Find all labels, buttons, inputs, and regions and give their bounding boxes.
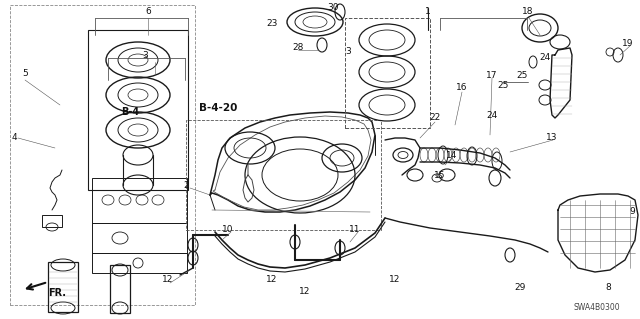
Text: B-4-20: B-4-20 (199, 103, 237, 113)
Text: 19: 19 (622, 39, 634, 48)
Text: 6: 6 (145, 8, 151, 17)
Text: 16: 16 (456, 84, 468, 93)
Bar (92, 253, 187, 273)
Text: 10: 10 (222, 226, 234, 234)
Bar (110, 265, 130, 313)
Bar (92, 178, 187, 223)
Text: 1: 1 (425, 8, 431, 17)
Text: 4: 4 (11, 133, 17, 143)
Bar (345, 18, 430, 128)
Text: 17: 17 (486, 70, 498, 79)
Text: SWA4B0300: SWA4B0300 (573, 303, 620, 313)
Text: 12: 12 (389, 276, 401, 285)
Text: 15: 15 (435, 170, 445, 180)
Text: 3: 3 (345, 48, 351, 56)
Text: 12: 12 (266, 275, 278, 284)
Text: 8: 8 (605, 284, 611, 293)
Text: FR.: FR. (48, 288, 66, 298)
Text: 12: 12 (163, 276, 173, 285)
Text: 13: 13 (547, 132, 557, 142)
Text: 18: 18 (522, 8, 534, 17)
Text: 29: 29 (515, 284, 525, 293)
Bar (88, 30, 188, 190)
Bar (186, 120, 381, 230)
Text: 2: 2 (183, 181, 189, 189)
Bar (92, 223, 187, 253)
Text: B-4: B-4 (121, 107, 139, 117)
Text: 3: 3 (142, 50, 148, 60)
Text: 5: 5 (22, 69, 28, 78)
Text: 24: 24 (486, 110, 498, 120)
Text: 25: 25 (516, 71, 528, 80)
Text: 25: 25 (497, 80, 509, 90)
Text: 12: 12 (300, 287, 310, 296)
Bar (48, 262, 78, 312)
Text: 23: 23 (266, 19, 278, 28)
Bar (42, 215, 62, 227)
Text: 30: 30 (327, 4, 339, 12)
Bar (10, 5, 195, 305)
Text: 14: 14 (446, 151, 458, 160)
Text: 11: 11 (349, 226, 361, 234)
Text: 24: 24 (540, 53, 550, 62)
Text: 22: 22 (429, 114, 440, 122)
Text: 9: 9 (629, 207, 635, 217)
Text: 28: 28 (292, 43, 304, 53)
